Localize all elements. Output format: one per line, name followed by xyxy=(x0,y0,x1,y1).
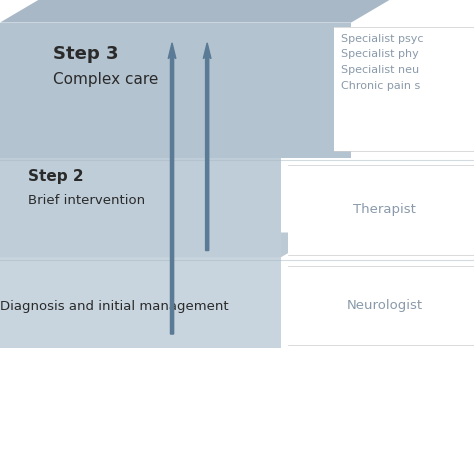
FancyArrow shape xyxy=(203,43,211,251)
Bar xyxy=(0,257,281,347)
Polygon shape xyxy=(0,133,323,158)
Text: Diagnosis and initial management: Diagnosis and initial management xyxy=(0,300,228,313)
FancyArrow shape xyxy=(168,43,176,334)
Text: Step 2: Step 2 xyxy=(28,169,84,184)
Text: Therapist: Therapist xyxy=(353,203,416,217)
Bar xyxy=(0,23,351,158)
Polygon shape xyxy=(0,232,323,257)
Text: Neurologist: Neurologist xyxy=(346,300,422,312)
Text: Brief intervention: Brief intervention xyxy=(28,194,145,207)
Bar xyxy=(288,165,474,255)
Text: Step 3: Step 3 xyxy=(53,45,118,63)
Text: Specialist psyc
Specialist phy
Specialist neu
Chronic pain s: Specialist psyc Specialist phy Specialis… xyxy=(341,34,423,91)
Text: Complex care: Complex care xyxy=(53,72,158,87)
Bar xyxy=(0,158,281,257)
Bar xyxy=(334,27,474,151)
Bar xyxy=(288,266,474,346)
Polygon shape xyxy=(0,0,393,23)
